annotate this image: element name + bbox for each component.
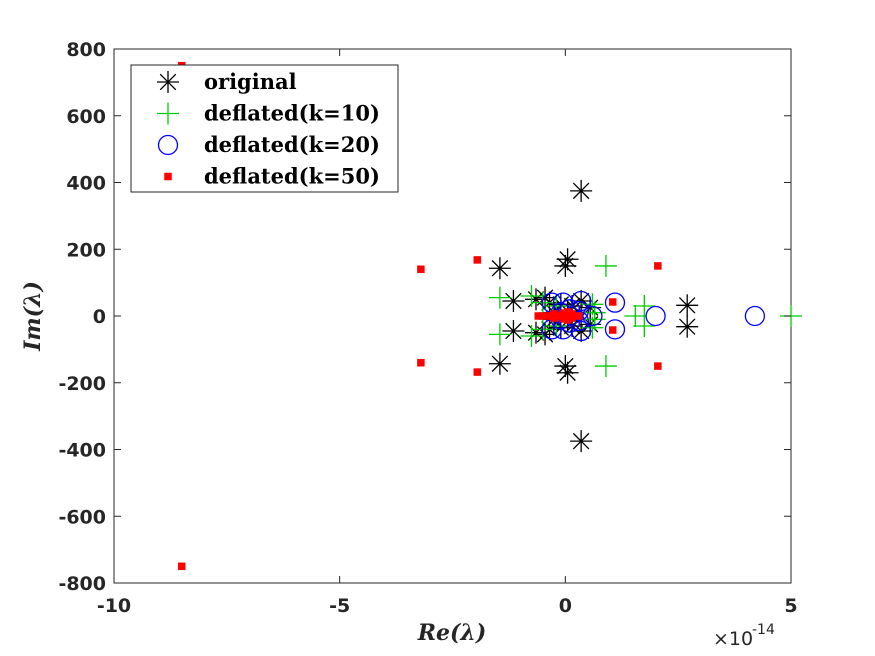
legend-marker — [157, 71, 179, 93]
legend-label: original — [204, 69, 297, 94]
data-point — [676, 294, 699, 317]
y-tick-label: 800 — [66, 39, 106, 61]
data-point — [608, 298, 617, 306]
x-axis-label: Re(λ) — [417, 620, 487, 646]
data-point — [570, 179, 593, 202]
x-scale-multiplier: ×10 — [713, 628, 753, 650]
data-point — [473, 256, 482, 264]
y-tick-label: 0 — [93, 306, 106, 328]
data-point — [556, 248, 579, 271]
data-point — [488, 352, 511, 375]
data-point — [633, 315, 656, 338]
data-point — [417, 358, 425, 367]
data-point — [417, 265, 425, 274]
data-point — [520, 325, 543, 348]
legend-marker — [157, 102, 179, 125]
data-marks — [177, 61, 802, 571]
y-tick-label: 200 — [66, 239, 106, 261]
y-tick-label: -800 — [58, 573, 106, 595]
y-tick-label: -600 — [58, 506, 106, 528]
data-point — [604, 319, 626, 340]
data-point — [488, 323, 511, 346]
data-point — [594, 254, 617, 277]
legend-label: deflated(k=10) — [204, 101, 380, 126]
legend-marker — [157, 134, 179, 156]
data-point — [583, 308, 606, 331]
x-tick-label: -10 — [97, 595, 131, 617]
data-point — [550, 314, 558, 322]
x-tick-label: 0 — [559, 595, 572, 617]
x-scale-exponent: -14 — [752, 622, 775, 638]
data-point — [608, 326, 617, 334]
y-tick-label: 600 — [66, 106, 106, 128]
data-point — [744, 305, 766, 327]
data-point — [177, 562, 186, 571]
data-point — [502, 320, 525, 343]
data-point — [554, 355, 577, 378]
y-tick-label: -400 — [58, 440, 106, 462]
legend: original deflated(k=10) deflated(k=20) defl… — [130, 64, 399, 193]
legend-box — [130, 64, 399, 193]
y-axis-label: Im(λ) — [20, 281, 46, 352]
data-point — [520, 284, 543, 307]
x-tick-label: -5 — [329, 595, 350, 617]
data-point — [594, 355, 617, 378]
data-point — [570, 320, 592, 342]
data-point — [582, 305, 603, 327]
data-point — [502, 289, 525, 312]
data-point — [654, 362, 662, 370]
data-point — [488, 257, 511, 280]
y-tick-label: -200 — [58, 373, 106, 395]
data-point — [563, 308, 572, 316]
axis-ticks: -10 -5 0 5 -800 -600 -400 -200 0 200 400 600 800 — [58, 39, 797, 617]
data-point — [556, 361, 579, 384]
data-point — [488, 286, 511, 309]
data-point — [645, 305, 666, 327]
data-point — [473, 368, 482, 376]
x-tick-label: 5 — [784, 595, 797, 617]
legend-label: deflated(k=50) — [204, 164, 380, 189]
data-point — [554, 254, 577, 277]
data-point — [563, 316, 572, 324]
data-point — [633, 294, 656, 317]
data-point — [604, 292, 626, 313]
data-point — [570, 430, 593, 453]
data-point — [624, 305, 647, 327]
data-point — [575, 312, 583, 320]
y-tick-label: 400 — [66, 173, 106, 195]
legend-label: deflated(k=20) — [204, 132, 380, 157]
data-point — [676, 315, 699, 338]
data-point — [654, 262, 662, 270]
legend-marker — [164, 172, 172, 181]
data-point — [570, 290, 592, 312]
